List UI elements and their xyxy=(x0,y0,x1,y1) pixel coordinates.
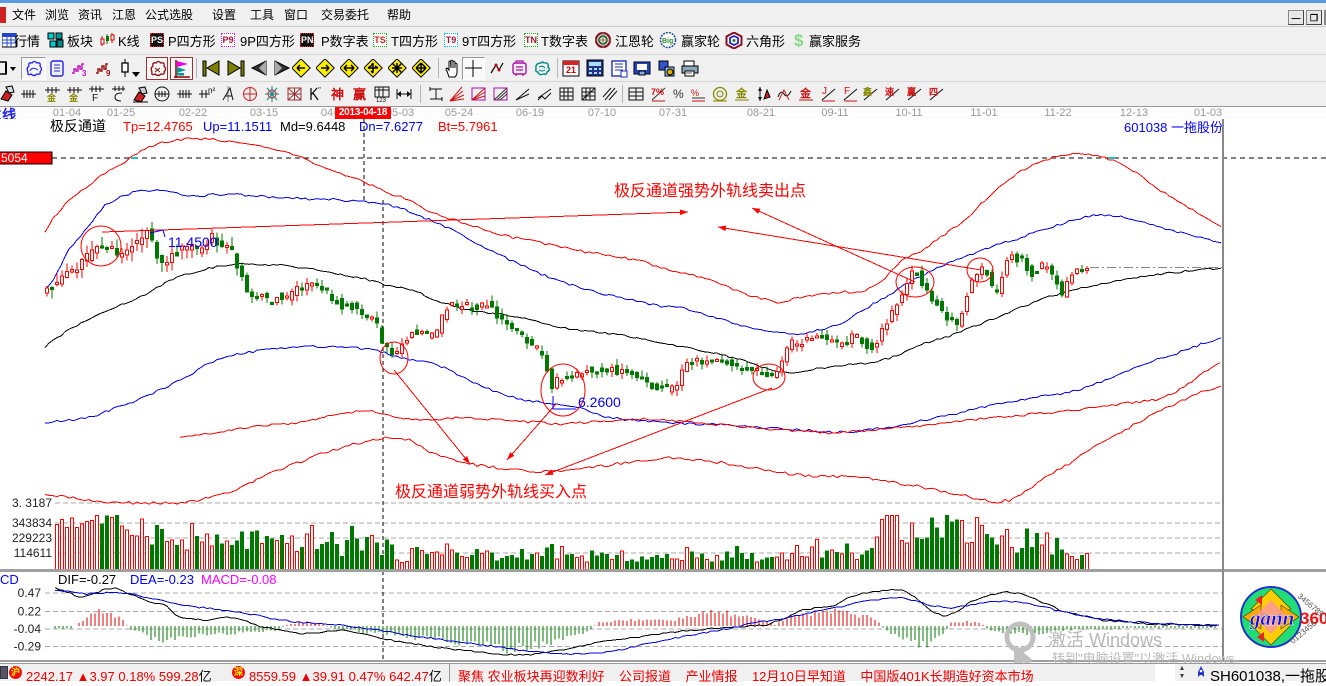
svg-text:F: F xyxy=(844,86,850,97)
svg-text:123: 123 xyxy=(376,98,387,103)
svg-text:0.22: 0.22 xyxy=(18,605,42,619)
svg-text:7%: 7% xyxy=(651,87,664,97)
svg-text:343834: 343834 xyxy=(12,516,52,530)
svg-text:Md=9.6448: Md=9.6448 xyxy=(280,119,345,134)
svg-text:21: 21 xyxy=(566,65,576,75)
svg-text:%: % xyxy=(673,87,684,101)
svg-text:3: 3 xyxy=(82,69,87,78)
svg-text:金: 金 xyxy=(799,86,812,100)
svg-text:金: 金 xyxy=(68,92,79,103)
svg-text:速: 速 xyxy=(885,86,894,97)
svg-text:赢: 赢 xyxy=(907,86,916,97)
svg-text:极反通道强势外轨线卖出点: 极反通道强势外轨线卖出点 xyxy=(614,182,806,200)
svg-text:鑫: 鑫 xyxy=(862,86,872,97)
svg-text:9: 9 xyxy=(106,69,111,78)
svg-text:Bt=5.7961: Bt=5.7961 xyxy=(438,119,498,134)
svg-text:金: 金 xyxy=(46,92,57,103)
svg-text:gann: gann xyxy=(1249,606,1294,630)
svg-text:%: % xyxy=(691,88,699,98)
svg-text:MACD=-0.08: MACD=-0.08 xyxy=(201,572,277,587)
svg-text:5054: 5054 xyxy=(1,151,28,165)
svg-text:114611: 114611 xyxy=(14,546,53,560)
svg-text:CD: CD xyxy=(0,572,19,587)
svg-text:激活 Windows: 激活 Windows xyxy=(1048,630,1162,650)
svg-text:n²: n² xyxy=(208,86,215,95)
svg-text:229223: 229223 xyxy=(12,531,52,545)
svg-text:3. 3187: 3. 3187 xyxy=(12,496,52,510)
svg-text:0.47: 0.47 xyxy=(18,586,42,600)
svg-text:-0.04: -0.04 xyxy=(14,622,42,636)
svg-text:转到"电脑设置"以激活 Windows。: 转到"电脑设置"以激活 Windows。 xyxy=(1052,651,1248,663)
svg-text:DEA=-0.23: DEA=-0.23 xyxy=(130,572,194,587)
svg-text:6.2600: 6.2600 xyxy=(578,394,621,410)
svg-text:四: 四 xyxy=(929,87,938,97)
svg-text:极反通道弱势外轨线买入点: 极反通道弱势外轨线买入点 xyxy=(395,483,587,501)
svg-text:Up=11.1511: Up=11.1511 xyxy=(203,119,272,134)
svg-text:11.4500: 11.4500 xyxy=(168,234,218,250)
svg-text:DIF=-0.27: DIF=-0.27 xyxy=(58,572,116,587)
svg-text:赢: 赢 xyxy=(353,87,366,102)
svg-text:601038 一拖股份: 601038 一拖股份 xyxy=(1124,120,1223,135)
svg-text:极反通道: 极反通道 xyxy=(50,119,106,134)
svg-text:Dn=7.6277: Dn=7.6277 xyxy=(359,119,423,134)
svg-text:神: 神 xyxy=(331,87,344,102)
svg-text:J: J xyxy=(822,86,827,97)
svg-text:金: 金 xyxy=(735,86,748,100)
svg-text:": " xyxy=(318,86,321,95)
svg-text:360: 360 xyxy=(1300,609,1326,628)
svg-text:-0.29: -0.29 xyxy=(14,640,42,654)
svg-text:Big: Big xyxy=(662,38,673,45)
svg-text:F: F xyxy=(92,93,98,103)
svg-text:Tp=12.4765: Tp=12.4765 xyxy=(123,119,193,134)
